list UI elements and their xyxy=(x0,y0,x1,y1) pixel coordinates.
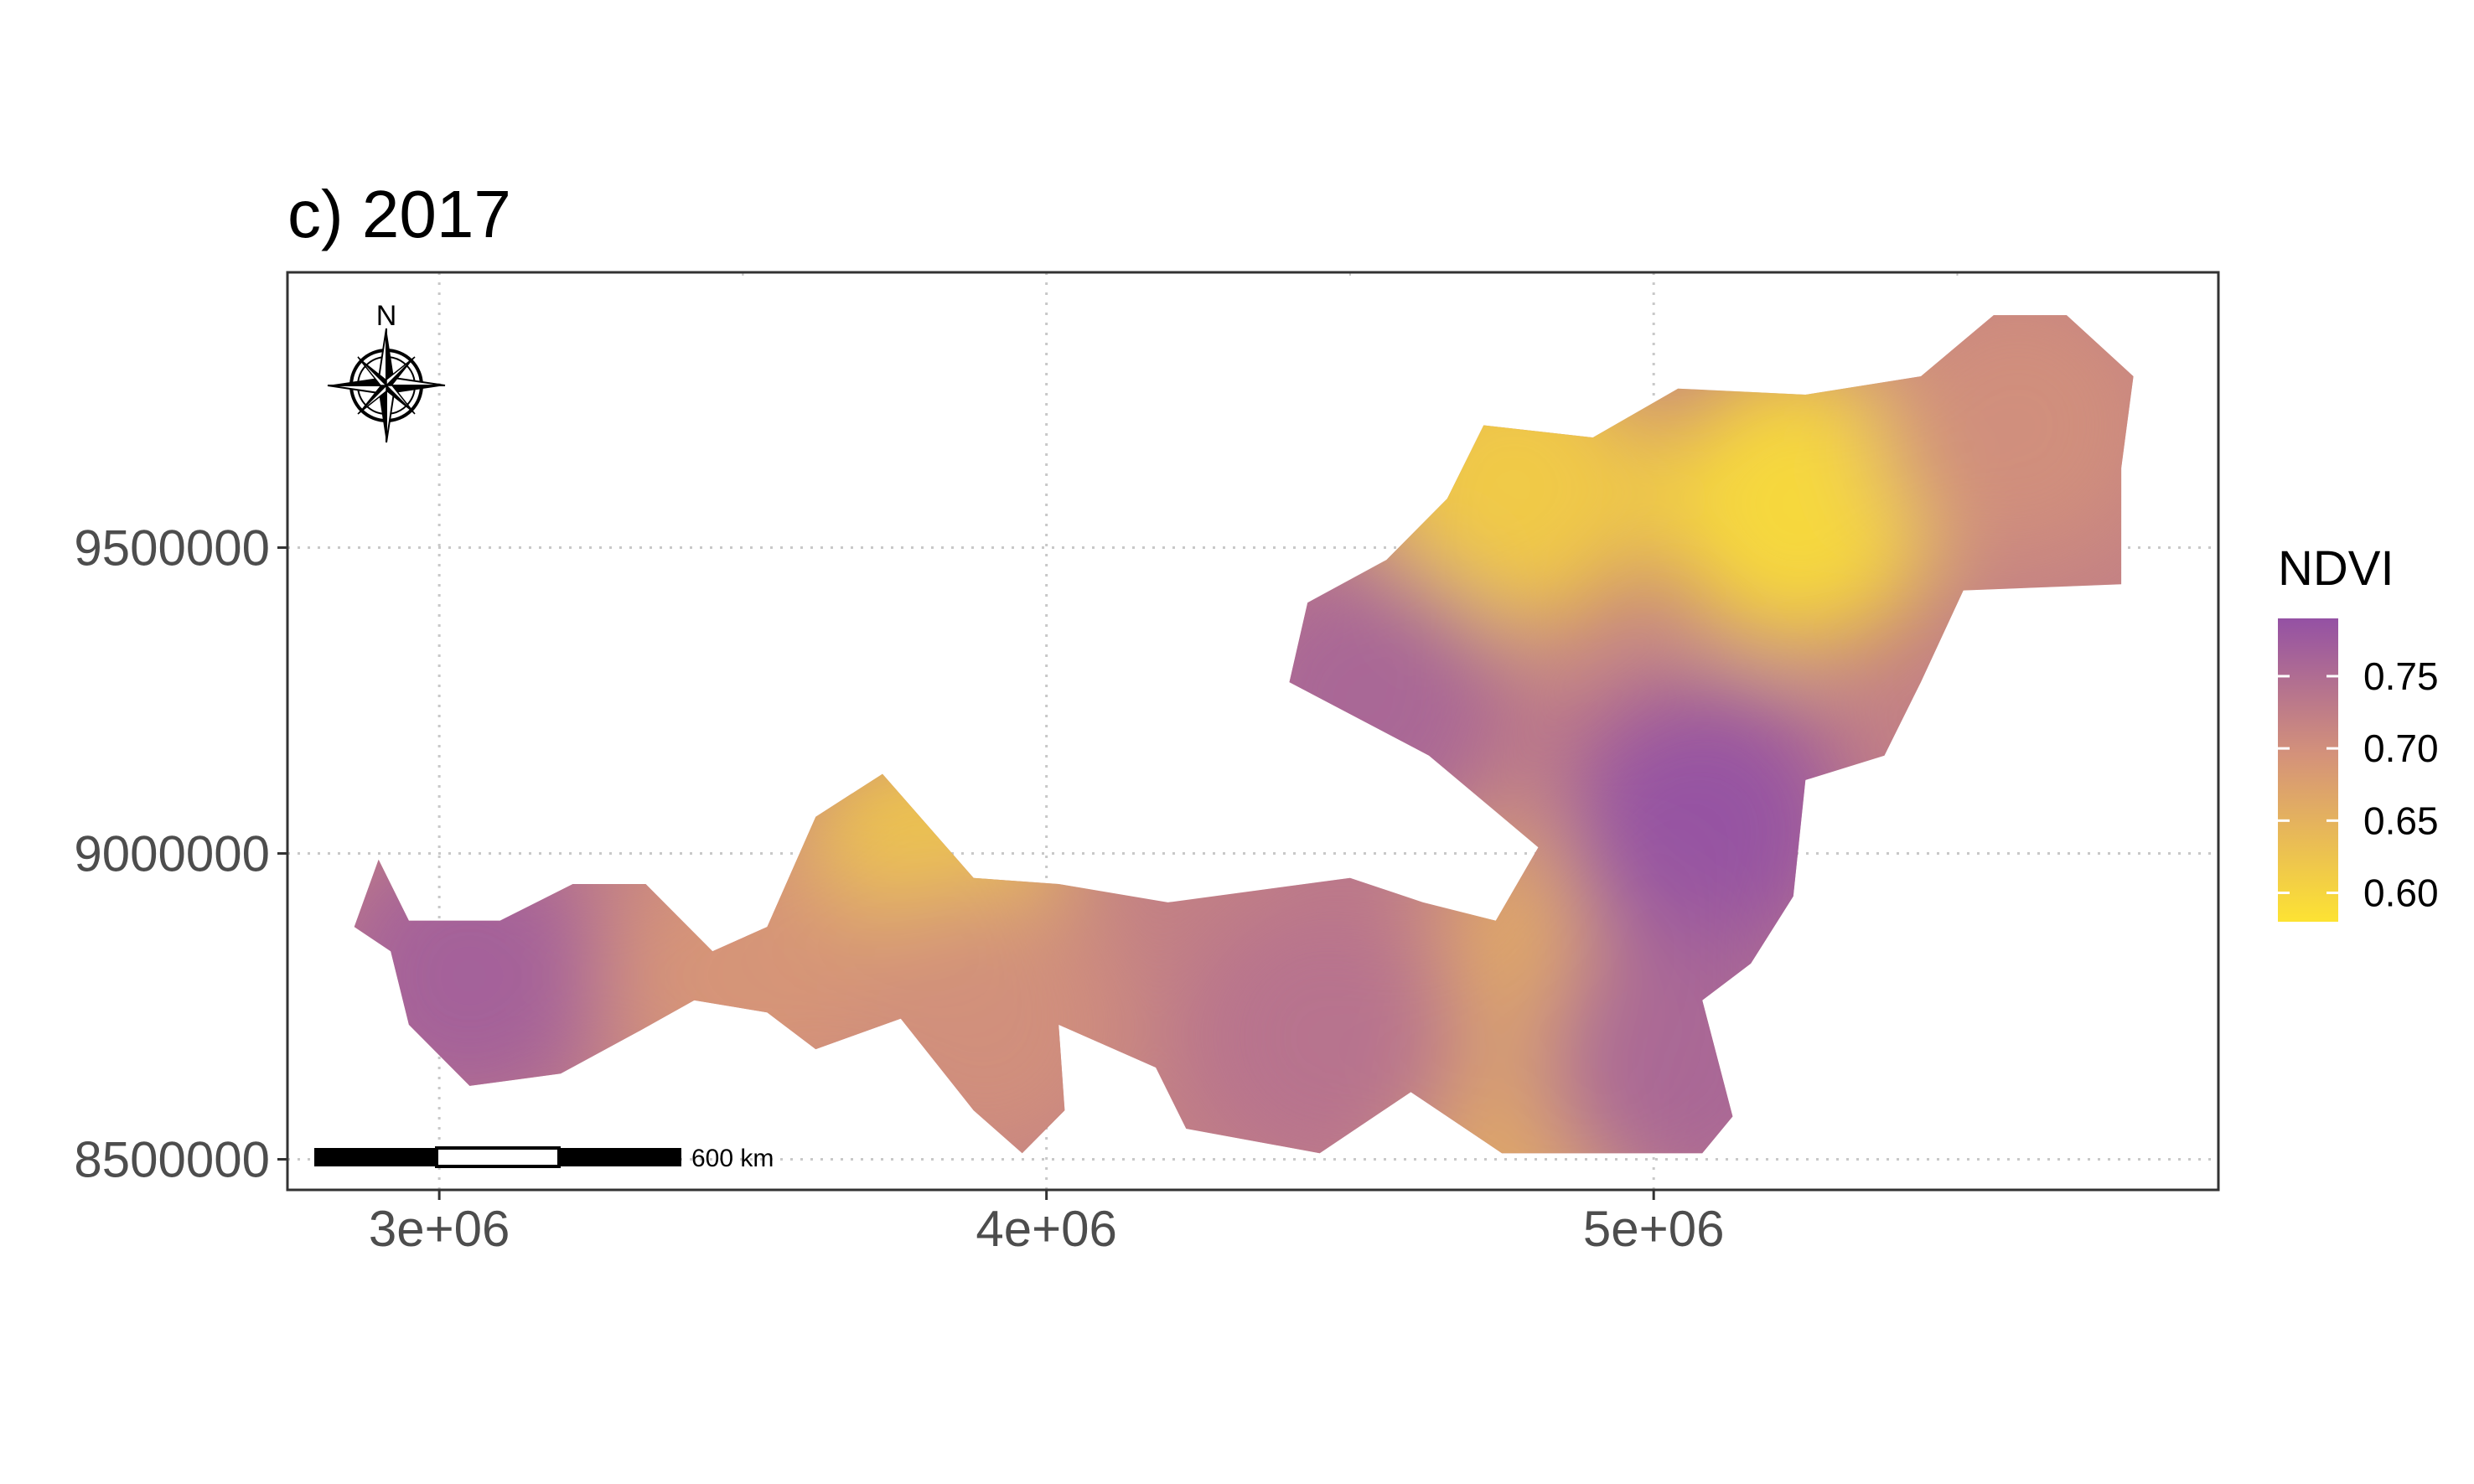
y-axis: 8500000 9000000 9500000 xyxy=(74,520,287,1188)
scale-segment-2 xyxy=(435,1146,561,1168)
chart-title: c) 2017 xyxy=(287,177,511,251)
legend-title: NDVI xyxy=(2278,541,2394,596)
legend-label: 0.70 xyxy=(2363,726,2439,770)
y-tick-label: 9000000 xyxy=(74,826,270,882)
scale-segment-1 xyxy=(314,1148,437,1166)
legend-label: 0.75 xyxy=(2363,654,2439,698)
x-axis: 3e+06 4e+06 5e+06 xyxy=(369,1190,1725,1257)
legend-colorbar xyxy=(2278,618,2338,922)
ndvi-hotspot xyxy=(1560,686,1845,972)
x-tick-label: 5e+06 xyxy=(1583,1201,1725,1257)
x-tick-label: 4e+06 xyxy=(976,1201,1117,1257)
y-tick-label: 9500000 xyxy=(74,520,270,577)
compass-rose-icon xyxy=(327,328,446,443)
y-tick-label: 8500000 xyxy=(74,1132,270,1188)
legend-label: 0.65 xyxy=(2363,799,2439,842)
legend-label: 0.60 xyxy=(2363,871,2439,915)
scale-bar: 600 km xyxy=(314,1145,774,1172)
north-arrow: N xyxy=(327,300,446,443)
ndvi-hotspot xyxy=(1657,362,1943,648)
scale-bar-label: 600 km xyxy=(691,1145,774,1172)
map-panel: N xyxy=(286,271,2220,1192)
legend: NDVI 0.60 0.65 0.70 0.75 xyxy=(2278,541,2439,922)
north-label: N xyxy=(376,300,397,332)
scale-segment-3 xyxy=(559,1148,681,1166)
x-tick-label: 3e+06 xyxy=(369,1201,510,1257)
panel-border xyxy=(286,271,2220,1192)
legend-ticks: 0.60 0.65 0.70 0.75 xyxy=(2278,654,2439,915)
